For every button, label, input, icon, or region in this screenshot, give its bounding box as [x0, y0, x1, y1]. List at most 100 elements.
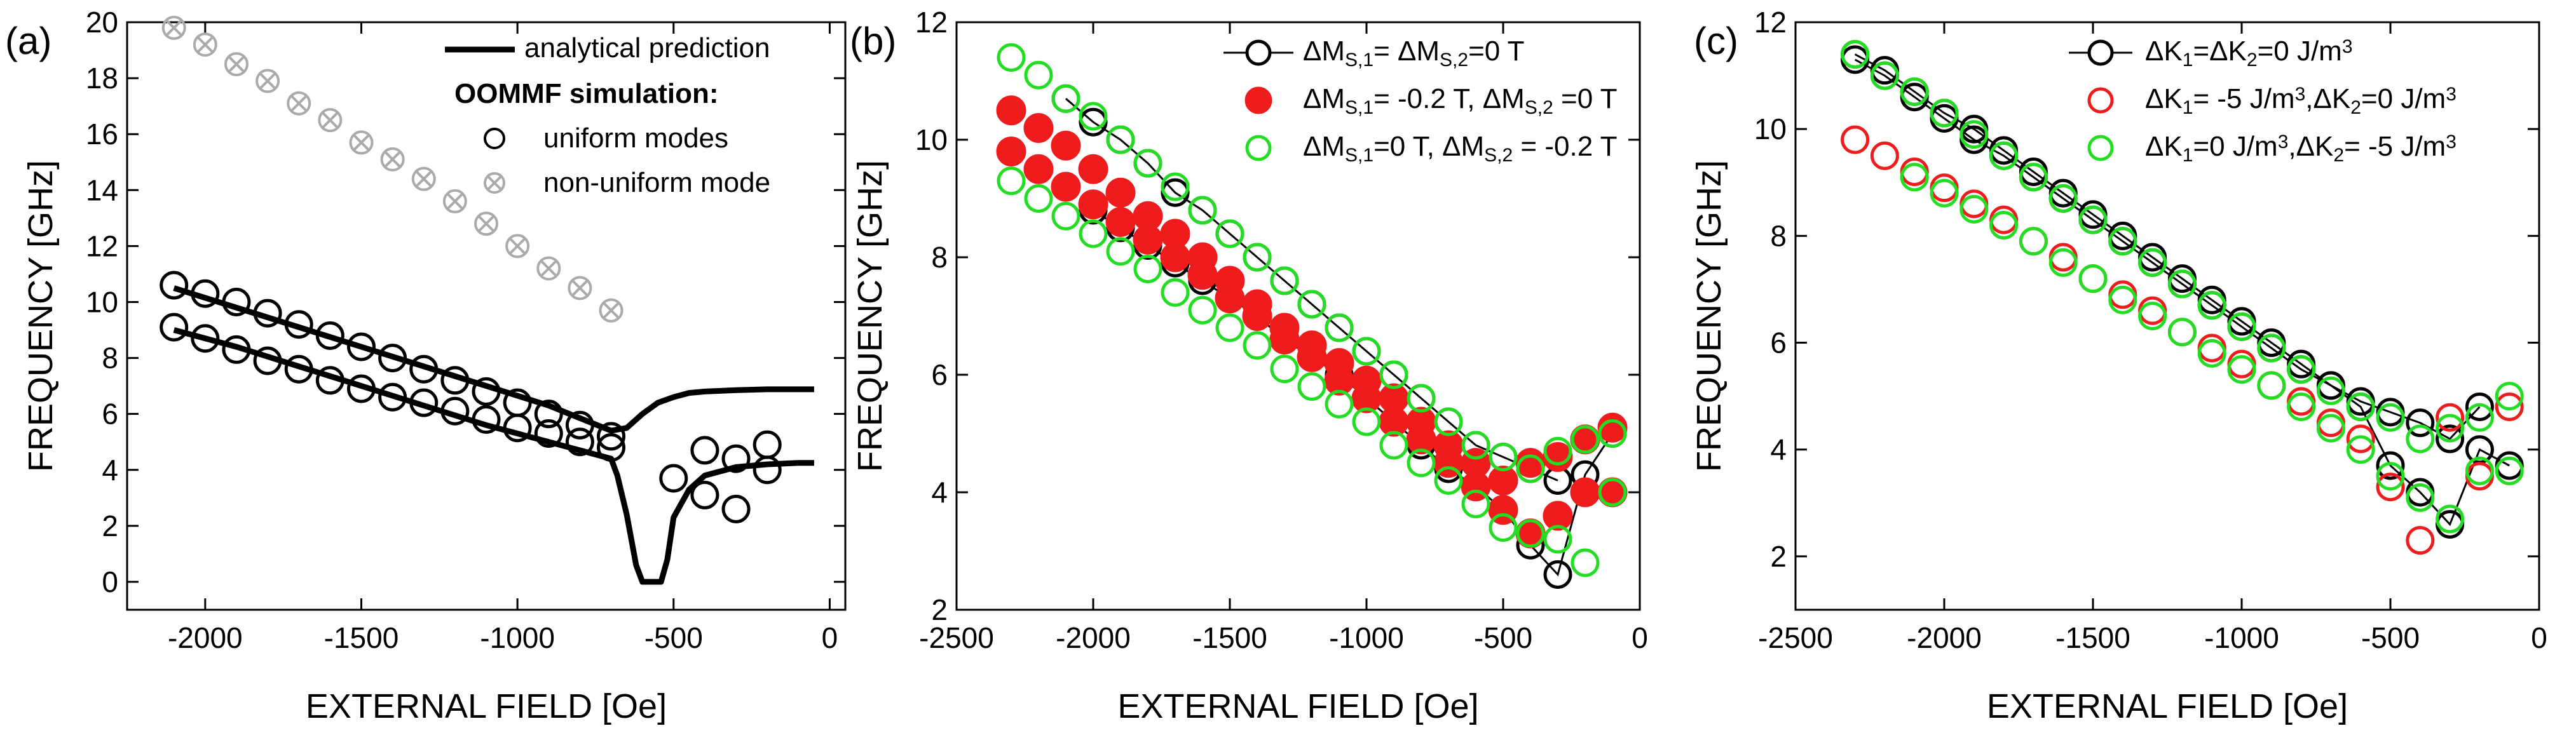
data-point: [753, 455, 782, 485]
data-point-cross: [353, 133, 370, 151]
data-point: [2316, 414, 2345, 443]
data-point: [160, 313, 189, 342]
data-point: [1930, 178, 1959, 208]
data-point-cross: [196, 36, 214, 53]
data-point: [1900, 77, 1929, 106]
legend-text-run: = -0.2 T, ΔM: [1373, 83, 1525, 114]
data-point-cross: [508, 237, 526, 255]
data-point: [2167, 269, 2197, 299]
plot-frame: [955, 21, 1641, 611]
series-line: [173, 327, 814, 585]
data-point: [1543, 525, 1572, 554]
data-point: [440, 366, 470, 395]
data-point-cross: [384, 151, 402, 168]
data-point: [191, 279, 220, 308]
y-tick-label: 0: [102, 565, 118, 598]
data-point: [442, 189, 467, 213]
y-tick-label: 6: [931, 358, 948, 391]
data-point: [1351, 383, 1382, 414]
data-point: [1188, 196, 1217, 225]
data-point-cross: [165, 19, 183, 37]
legend-superscript: 3: [2446, 131, 2457, 152]
y-tick-label: 12: [86, 229, 118, 262]
data-point: [256, 69, 280, 93]
legend-subscript: 1: [2183, 97, 2193, 118]
data-point: [1106, 125, 1135, 154]
data-point: [2108, 227, 2137, 256]
x-tick-label: -2000: [1907, 621, 1982, 654]
legend-entry-label: ΔK1=0 J/m3,ΔK2= -5 J/m3: [2145, 131, 2457, 166]
data-point: [997, 166, 1026, 196]
data-point: [440, 396, 470, 426]
data-point: [1598, 419, 1627, 448]
data-point: [1078, 154, 1108, 184]
data-point: [1215, 313, 1244, 342]
data-point: [1051, 84, 1080, 113]
y-tick-label: 10: [915, 123, 948, 156]
legend-subscript: 1: [2183, 50, 2193, 71]
legend-subscript: S,1: [1345, 97, 1373, 118]
data-point-cross: [477, 215, 495, 232]
panel-b: -2500 -2000 -1500 -1000 -500 0 2 4 6 8 10 12 EXTERNA…: [850, 6, 1648, 725]
data-point: [996, 95, 1026, 126]
data-point: [1325, 313, 1354, 342]
panel-label: (a): [5, 20, 51, 62]
data-point-cross: [571, 279, 589, 297]
y-tick-label: 8: [931, 241, 948, 274]
data-point: [1930, 98, 1959, 128]
data-point: [2316, 376, 2345, 405]
data-point: [1352, 407, 1381, 436]
data-point: [1269, 325, 1300, 354]
legend-subscript: S,2: [1440, 50, 1468, 71]
data-point: [1105, 207, 1136, 237]
legend-text-run: =0 J/m: [2193, 131, 2277, 162]
legend-text-run: ΔM: [1303, 83, 1345, 114]
data-point: [1215, 219, 1244, 248]
data-point: [287, 91, 311, 116]
data-point: [1959, 194, 1989, 224]
legend-marker: [2087, 87, 2114, 114]
y-tick-label: 4: [931, 476, 948, 509]
legend-entry-label: ΔMS,1= -0.2 T, ΔMS,2 =0 T: [1303, 83, 1617, 118]
data-point: [2406, 408, 2435, 438]
legend-superscript: 3: [2295, 84, 2306, 105]
data-point: [1133, 255, 1162, 283]
legend-text-run: ,ΔK: [2288, 131, 2333, 162]
data-point: [597, 422, 626, 451]
data-point: [503, 414, 532, 443]
data-point: [284, 354, 313, 384]
y-axis-label: FREQUENCY [GHz]: [851, 160, 889, 472]
data-point: [2495, 456, 2524, 485]
data-point: [721, 444, 751, 473]
series-connector: [1854, 53, 2481, 440]
data-point: [318, 108, 343, 133]
data-point: [2465, 403, 2494, 432]
legend-subscript: S,1: [1345, 50, 1373, 71]
x-tick-label: -1000: [2204, 621, 2279, 654]
legend-text-run: =ΔK: [2193, 36, 2246, 67]
data-point: [1051, 171, 1081, 202]
legend-text-run: =0 J/m: [2361, 83, 2446, 114]
data-point: [378, 382, 407, 412]
data-point: [565, 410, 594, 440]
plot-frame: [1794, 21, 2540, 611]
data-point: [597, 433, 626, 462]
data-point: [2138, 248, 2167, 277]
data-point: [1989, 141, 2019, 170]
data-point: [1434, 407, 1463, 436]
data-point: [1598, 478, 1627, 507]
data-point: [1297, 372, 1326, 401]
y-tick-label: 20: [86, 6, 118, 39]
data-point: [160, 271, 189, 300]
data-point: [2465, 392, 2494, 421]
data-point: [2227, 312, 2256, 341]
data-point: [1597, 412, 1628, 443]
data-point: [2346, 424, 2375, 454]
legend-text-run: =0 J/m: [2258, 36, 2342, 67]
legend-marker: [2087, 135, 2114, 161]
data-point: [997, 43, 1026, 72]
data-point: [505, 234, 530, 259]
data-point: [1106, 237, 1135, 266]
data-point: [2108, 285, 2137, 314]
